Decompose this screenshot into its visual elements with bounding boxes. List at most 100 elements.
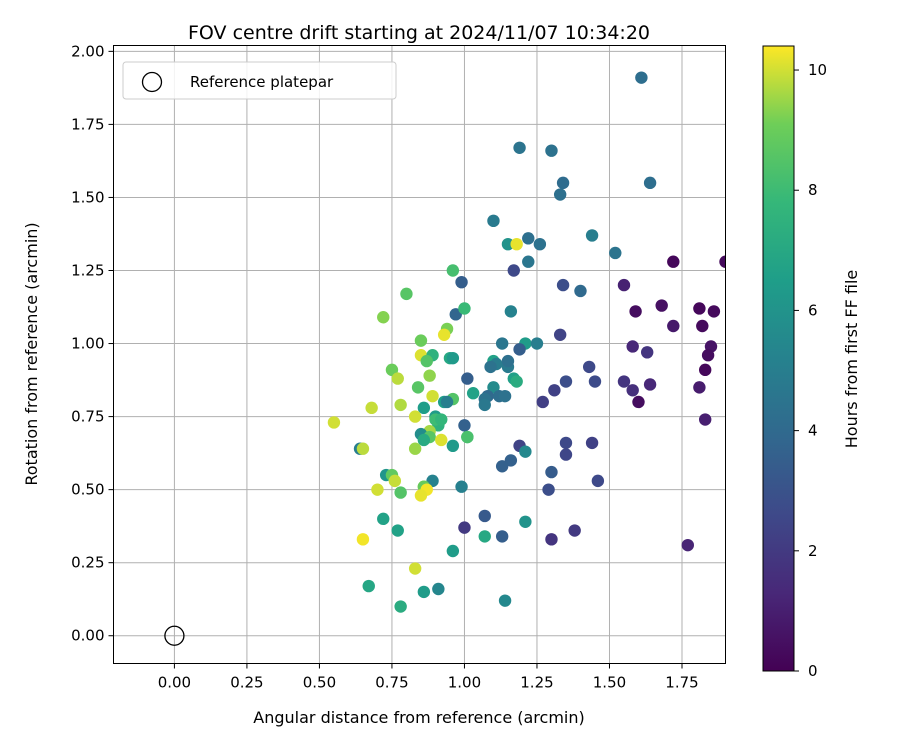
scatter-points: [327, 71, 726, 613]
colorbar: [762, 45, 795, 672]
scatter-point: [423, 369, 436, 382]
scatter-point: [426, 389, 439, 403]
scatter-point: [461, 372, 474, 385]
scatter-point: [701, 349, 715, 362]
scatter-point: [478, 509, 491, 523]
scatter-point: [414, 489, 428, 502]
scatter-point: [707, 305, 721, 318]
scatter-point: [698, 413, 712, 426]
scatter-point: [446, 439, 460, 453]
colorbar-tick-label: 10: [808, 61, 827, 79]
scatter-point: [559, 375, 573, 388]
scatter-point: [420, 354, 433, 368]
scatter-point: [394, 600, 407, 613]
scatter-point: [446, 544, 460, 558]
scatter-point: [510, 375, 523, 388]
colorbar-ticks: 0 2 4 6 8 10: [794, 61, 827, 680]
scatter-point: [504, 305, 518, 318]
scatter-point: [617, 278, 631, 292]
scatter-point: [458, 521, 471, 534]
scatter-point: [530, 337, 544, 350]
scatter-point: [609, 246, 622, 260]
y-tick-label: 0.50: [71, 481, 104, 499]
y-tick-label: 1.75: [71, 115, 104, 133]
scatter-point: [391, 372, 404, 385]
scatter-point: [478, 398, 491, 412]
scatter-point: [719, 255, 726, 268]
scatter-point: [522, 232, 535, 245]
scatter-point: [385, 363, 399, 377]
scatter-point: [362, 579, 375, 593]
scatter-point: [495, 460, 509, 473]
scatter-point: [559, 448, 573, 461]
scatter-point: [356, 442, 370, 455]
colorbar-tick-label: 0: [808, 662, 818, 680]
scatter-point: [681, 538, 694, 552]
scatter-point: [458, 302, 471, 315]
reference-platepar-marker: [164, 625, 185, 646]
x-axis-label: Angular distance from reference (arcmin): [253, 708, 584, 727]
scatter-point: [417, 401, 431, 415]
scatter-point: [533, 237, 547, 251]
colorbar-label: Hours from first FF file: [842, 270, 861, 449]
y-tick-label: 0.00: [71, 627, 104, 645]
scatter-point: [414, 334, 428, 347]
scatter-point: [507, 264, 520, 277]
scatter-point: [556, 278, 570, 292]
scatter-point: [504, 454, 518, 467]
scatter-point: [455, 275, 468, 289]
scatter-point: [553, 328, 567, 341]
scatter-point: [487, 381, 500, 394]
y-tick-label: 1.25: [71, 261, 104, 279]
scatter-point: [519, 515, 532, 528]
scatter-point: [449, 308, 462, 321]
scatter-point: [461, 430, 474, 444]
colorbar-tick-label: 4: [808, 422, 818, 440]
y-tick-label: 2.00: [71, 42, 104, 60]
scatter-point: [498, 594, 512, 607]
scatter-point: [655, 299, 668, 312]
scatter-point: [371, 483, 384, 496]
x-tick-label: 1.25: [520, 674, 553, 692]
scatter-point: [559, 436, 573, 450]
scatter-point: [408, 410, 422, 423]
scatter-point: [617, 375, 631, 388]
scatter-point: [495, 530, 509, 543]
scatter-point: [377, 512, 390, 526]
scatter-point: [498, 389, 512, 403]
x-tick-label: 1.75: [665, 674, 698, 692]
scatter-point: [394, 486, 407, 499]
scatter-point: [377, 311, 390, 324]
scatter-point: [536, 395, 549, 409]
scatter-point: [437, 328, 451, 341]
x-tick-label: 1.00: [448, 674, 481, 692]
scatter-point: [455, 480, 468, 493]
scatter-point: [545, 144, 558, 157]
y-tick-label: 1.50: [71, 188, 104, 206]
scatter-point: [417, 585, 431, 599]
x-tick-label: 0.25: [230, 674, 263, 692]
scatter-point: [408, 562, 422, 575]
scatter-point: [400, 287, 413, 301]
scatter-point: [626, 384, 639, 397]
scatter-point: [626, 340, 639, 353]
scatter-point: [466, 387, 480, 400]
scatter-point: [542, 483, 555, 496]
y-axis-ticks: 0.00 0.25 0.50 0.75 1.00 1.25 1.50 1.75 2.00: [71, 42, 114, 645]
chart-title: FOV centre drift starting at 2024/11/07 …: [188, 22, 650, 44]
y-tick-label: 0.25: [71, 554, 104, 572]
scatter-point: [585, 436, 599, 450]
scatter-point: [356, 533, 370, 546]
scatter-point: [635, 71, 648, 84]
colorbar-tick-label: 6: [808, 301, 818, 319]
scatter-point: [440, 395, 454, 409]
scatter-point: [519, 445, 532, 458]
scatter-point: [513, 141, 526, 154]
scatter-point: [582, 360, 596, 374]
scatter-point: [522, 255, 535, 268]
scatter-point: [487, 214, 500, 228]
scatter-point: [693, 381, 706, 394]
scatter-point: [446, 264, 460, 277]
scatter-point: [545, 533, 558, 546]
scatter-point: [426, 474, 439, 488]
